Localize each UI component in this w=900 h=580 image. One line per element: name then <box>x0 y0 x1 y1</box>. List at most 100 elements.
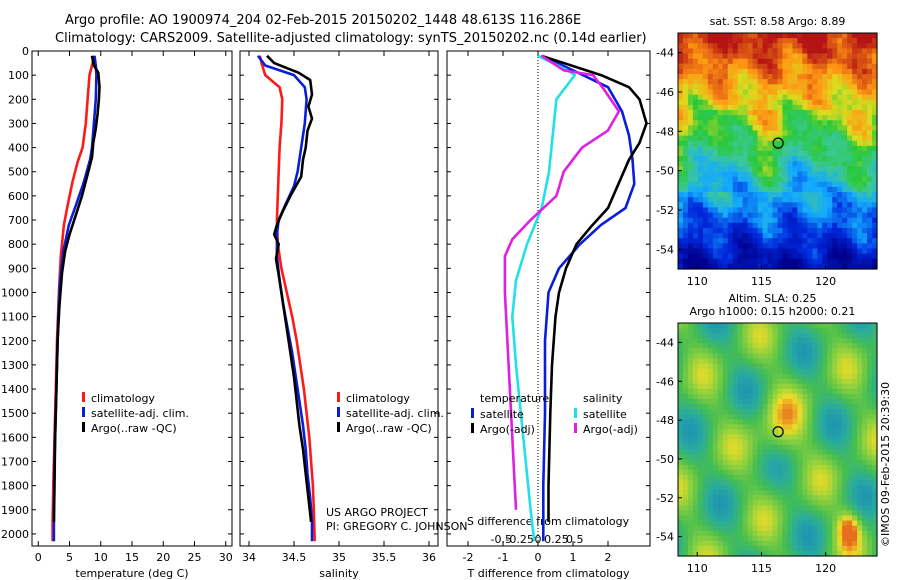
map-cell <box>737 419 744 425</box>
map-cell <box>807 58 813 65</box>
map-cell <box>678 186 684 193</box>
map-cell <box>782 145 789 152</box>
map-cell <box>862 434 868 441</box>
map-cell <box>872 343 878 349</box>
map-cell <box>772 63 779 70</box>
map-cell <box>757 383 764 390</box>
map-cell <box>822 363 828 370</box>
map-cell <box>872 186 878 193</box>
map-cell <box>777 166 784 173</box>
map-cell <box>737 33 744 39</box>
map-cell <box>842 94 848 101</box>
map-cell <box>687 388 694 395</box>
map-cell <box>682 58 689 65</box>
map-cell <box>712 480 719 486</box>
map-cell <box>842 176 848 183</box>
map-cell <box>767 348 774 354</box>
map-cell <box>712 530 719 537</box>
map-cell <box>812 43 818 49</box>
map-cell <box>742 510 749 517</box>
plot-frame <box>239 50 439 547</box>
map-cell <box>867 58 873 65</box>
map-cell <box>797 500 803 506</box>
map-cell <box>857 79 863 85</box>
map-cell <box>757 181 764 188</box>
map-cell <box>747 43 754 49</box>
map-cell <box>867 404 873 410</box>
map-cell <box>842 53 848 60</box>
map-cell <box>678 43 684 49</box>
map-cell <box>852 398 858 405</box>
map-cell <box>692 186 699 193</box>
map-cell <box>697 94 704 101</box>
map-cell <box>737 535 744 542</box>
map-cell <box>692 84 699 91</box>
map-cell <box>737 53 744 60</box>
map-cell <box>732 48 739 55</box>
map-cell <box>802 500 808 506</box>
map-cell <box>812 469 818 476</box>
map-cell <box>807 253 813 260</box>
map-cell <box>687 525 694 532</box>
map-cell <box>852 444 858 451</box>
map-cell <box>817 156 823 162</box>
map-cell <box>762 74 769 80</box>
map-cell <box>852 540 858 547</box>
map-cell <box>802 135 808 142</box>
map-cell <box>787 373 794 380</box>
map-cell <box>777 363 784 370</box>
map-cell <box>787 243 794 250</box>
map-cell <box>682 424 689 430</box>
map-cell <box>852 449 858 456</box>
map-cell <box>867 79 873 85</box>
map-cell <box>732 217 739 224</box>
map-cell <box>757 500 764 506</box>
map-cell <box>747 99 754 106</box>
map-cell <box>787 181 794 188</box>
map-cell <box>692 151 699 157</box>
map-cell <box>822 424 828 430</box>
map-cell <box>772 197 779 203</box>
map-cell <box>752 373 759 380</box>
map-cell <box>692 409 699 415</box>
map-cell <box>752 429 759 436</box>
x-tick-label: -2 <box>463 551 474 564</box>
map-cell <box>762 439 769 446</box>
map-cell <box>862 505 868 512</box>
map-cell <box>712 353 719 360</box>
map-cell <box>722 120 729 126</box>
map-cell <box>742 505 749 512</box>
map-cell <box>767 48 774 55</box>
map-cell <box>862 363 868 370</box>
map-cell <box>732 525 739 532</box>
map-cell <box>722 328 729 334</box>
map-cell <box>757 378 764 385</box>
map-cell <box>732 38 739 44</box>
map-cell <box>792 197 798 203</box>
map-cell <box>712 176 719 183</box>
map-cell <box>692 495 699 501</box>
map-cell <box>702 68 709 75</box>
map-cell <box>867 68 873 75</box>
map-cell <box>782 207 789 214</box>
map-cell <box>742 89 749 96</box>
map-cell <box>767 490 774 496</box>
map-cell <box>757 454 764 461</box>
map-cell <box>737 388 744 395</box>
map-cell <box>702 58 709 65</box>
map-cell <box>678 140 684 147</box>
map-cell <box>822 474 828 481</box>
map-cell <box>802 520 808 527</box>
map-cell <box>722 176 729 183</box>
map-cell <box>782 243 789 250</box>
map-cell <box>697 535 704 542</box>
map-cell <box>807 217 813 224</box>
map-cell <box>687 378 694 385</box>
map-cell <box>797 454 803 461</box>
map-cell <box>707 33 714 39</box>
y-tick-label: 1700 <box>1 455 29 468</box>
map-cell <box>857 510 863 517</box>
map-cell <box>762 53 769 60</box>
map-cell <box>807 424 813 430</box>
map-cell <box>837 328 843 334</box>
